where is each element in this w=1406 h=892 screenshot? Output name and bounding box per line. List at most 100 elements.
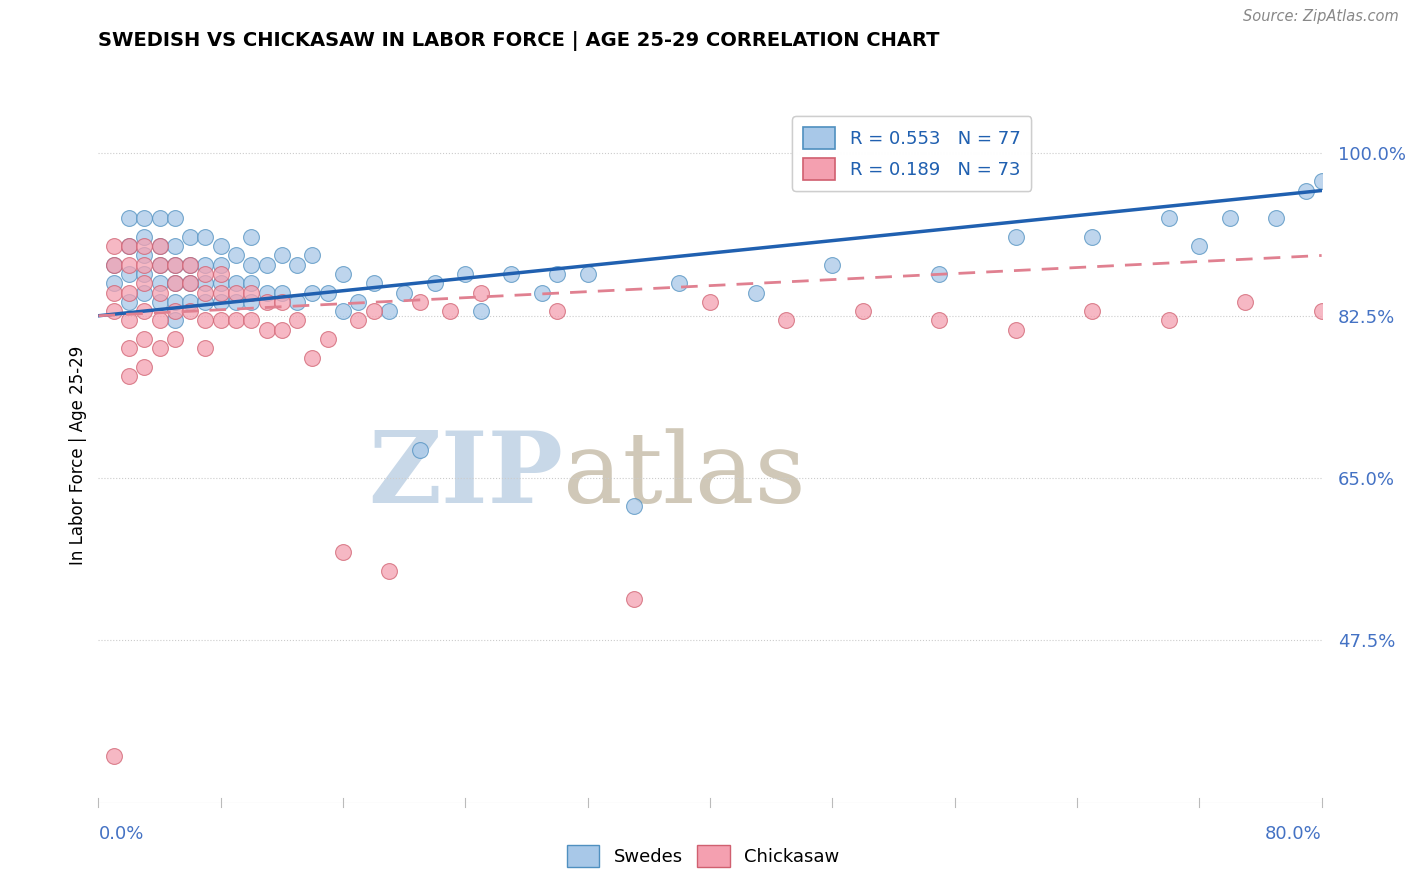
- Point: [149, 341, 172, 355]
- Point: [103, 258, 125, 272]
- Text: Source: ZipAtlas.com: Source: ZipAtlas.com: [1243, 9, 1399, 24]
- Point: [256, 285, 278, 300]
- Point: [163, 239, 186, 253]
- Point: [256, 323, 278, 337]
- Point: [103, 285, 125, 300]
- Point: [470, 285, 492, 300]
- Point: [1157, 211, 1180, 226]
- Point: [1004, 230, 1026, 244]
- Point: [134, 211, 156, 226]
- Point: [103, 258, 125, 272]
- Point: [134, 304, 156, 318]
- Point: [134, 267, 156, 281]
- Point: [134, 239, 156, 253]
- Point: [301, 351, 323, 365]
- Point: [149, 211, 172, 226]
- Y-axis label: In Labor Force | Age 25-29: In Labor Force | Age 25-29: [69, 345, 87, 565]
- Point: [363, 304, 385, 318]
- Point: [285, 294, 308, 309]
- Point: [378, 564, 401, 578]
- Point: [225, 294, 247, 309]
- Point: [149, 277, 172, 291]
- Point: [1264, 211, 1286, 226]
- Point: [454, 267, 477, 281]
- Point: [134, 258, 156, 272]
- Point: [103, 749, 125, 764]
- Point: [179, 294, 201, 309]
- Point: [240, 277, 263, 291]
- Point: [699, 294, 721, 309]
- Point: [194, 341, 217, 355]
- Point: [530, 285, 553, 300]
- Point: [134, 277, 156, 291]
- Point: [775, 313, 797, 327]
- Point: [194, 230, 217, 244]
- Point: [1081, 230, 1104, 244]
- Point: [423, 277, 446, 291]
- Point: [179, 258, 201, 272]
- Point: [179, 277, 201, 291]
- Point: [1081, 304, 1104, 318]
- Point: [745, 285, 768, 300]
- Point: [118, 313, 141, 327]
- Point: [285, 258, 308, 272]
- Point: [163, 277, 186, 291]
- Point: [118, 267, 141, 281]
- Point: [179, 230, 201, 244]
- Point: [623, 591, 645, 606]
- Point: [118, 294, 141, 309]
- Point: [240, 313, 263, 327]
- Point: [149, 239, 172, 253]
- Point: [118, 258, 141, 272]
- Point: [1310, 304, 1333, 318]
- Point: [576, 267, 599, 281]
- Text: atlas: atlas: [564, 428, 806, 524]
- Point: [301, 285, 323, 300]
- Point: [163, 211, 186, 226]
- Point: [546, 304, 568, 318]
- Point: [623, 499, 645, 513]
- Point: [209, 267, 232, 281]
- Point: [408, 443, 430, 458]
- Point: [163, 258, 186, 272]
- Text: SWEDISH VS CHICKASAW IN LABOR FORCE | AGE 25-29 CORRELATION CHART: SWEDISH VS CHICKASAW IN LABOR FORCE | AG…: [98, 31, 941, 51]
- Point: [149, 313, 172, 327]
- Point: [179, 258, 201, 272]
- Point: [194, 313, 217, 327]
- Text: 80.0%: 80.0%: [1265, 825, 1322, 843]
- Point: [225, 285, 247, 300]
- Point: [821, 258, 844, 272]
- Point: [270, 323, 292, 337]
- Point: [347, 294, 370, 309]
- Point: [149, 258, 172, 272]
- Point: [1386, 294, 1406, 309]
- Point: [256, 294, 278, 309]
- Point: [852, 304, 875, 318]
- Point: [134, 332, 156, 346]
- Point: [118, 239, 141, 253]
- Point: [668, 277, 690, 291]
- Text: 0.0%: 0.0%: [98, 825, 143, 843]
- Point: [149, 239, 172, 253]
- Point: [134, 359, 156, 374]
- Legend: R = 0.553   N = 77, R = 0.189   N = 73: R = 0.553 N = 77, R = 0.189 N = 73: [792, 116, 1031, 191]
- Point: [1295, 184, 1317, 198]
- Point: [501, 267, 523, 281]
- Point: [118, 285, 141, 300]
- Point: [240, 294, 263, 309]
- Point: [118, 239, 141, 253]
- Point: [134, 285, 156, 300]
- Point: [149, 294, 172, 309]
- Point: [118, 341, 141, 355]
- Point: [347, 313, 370, 327]
- Point: [194, 285, 217, 300]
- Point: [194, 294, 217, 309]
- Point: [209, 239, 232, 253]
- Point: [316, 285, 339, 300]
- Point: [225, 248, 247, 262]
- Point: [256, 258, 278, 272]
- Point: [392, 285, 416, 300]
- Point: [194, 277, 217, 291]
- Point: [179, 304, 201, 318]
- Point: [240, 230, 263, 244]
